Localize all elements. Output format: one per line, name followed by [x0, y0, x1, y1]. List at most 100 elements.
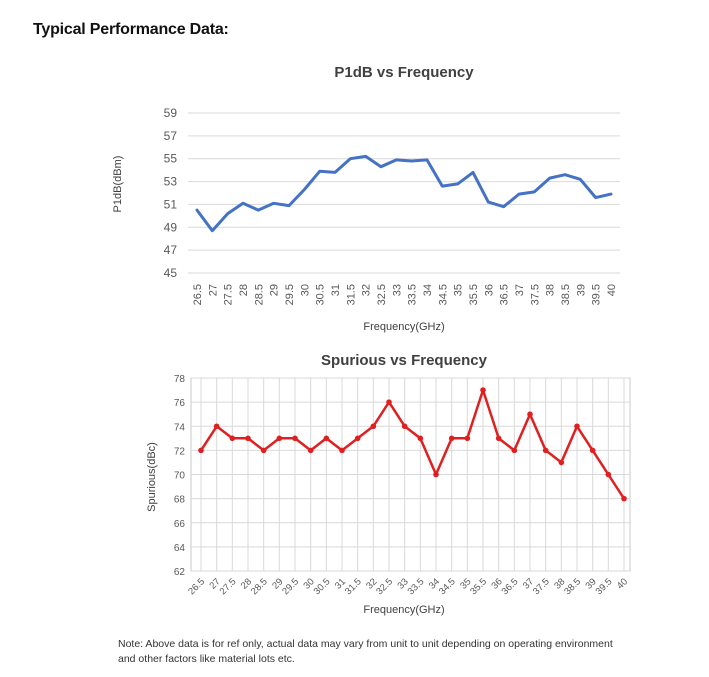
y-tick-label: 76 [174, 398, 186, 409]
x-tick-label: 39.5 [594, 576, 615, 597]
y-tick-label: 45 [164, 266, 178, 280]
data-point [307, 447, 314, 454]
x-tick-label: 31.5 [345, 284, 357, 305]
chart-title: Spurious vs Frequency [321, 352, 488, 369]
x-tick-label: 40 [615, 576, 630, 591]
note-line-2: and other factors like material lots etc… [118, 653, 295, 665]
y-tick-label: 55 [164, 152, 178, 166]
x-tick-label: 26.5 [192, 284, 204, 305]
x-tick-label: 34 [422, 284, 434, 296]
x-tick-label: 28.5 [249, 576, 270, 597]
data-point [511, 447, 518, 454]
x-tick-label: 35 [453, 284, 465, 296]
x-axis-label: Frequency(GHz) [363, 604, 444, 616]
y-axis-label: Spurious(dBc) [146, 442, 158, 512]
x-tick-label: 30.5 [315, 284, 327, 305]
data-point [558, 459, 565, 466]
x-tick-label: 33.5 [407, 284, 419, 305]
y-tick-label: 74 [174, 422, 186, 433]
y-tick-label: 66 [174, 519, 186, 530]
data-point [213, 423, 220, 430]
data-point [276, 435, 283, 442]
data-point [605, 471, 612, 478]
x-tick-label: 27.5 [218, 576, 239, 597]
x-tick-label: 28 [238, 284, 250, 296]
data-point [417, 435, 424, 442]
x-tick-label: 33 [391, 284, 403, 296]
data-point [574, 423, 580, 430]
data-point [323, 435, 330, 442]
y-tick-label: 59 [164, 106, 178, 120]
y-tick-label: 62 [174, 567, 186, 578]
y-tick-label: 47 [164, 243, 178, 257]
x-tick-label: 36 [483, 284, 495, 296]
data-point [198, 447, 204, 454]
y-tick-label: 57 [164, 129, 178, 143]
section-heading: Typical Performance Data: [33, 21, 229, 38]
x-tick-label: 33.5 [406, 576, 427, 597]
x-tick-label: 29.5 [284, 284, 296, 305]
data-point [621, 495, 627, 502]
x-tick-label: 37 [514, 284, 526, 296]
data-point [448, 435, 455, 442]
x-tick-label: 38.5 [560, 284, 572, 305]
series-line [199, 388, 626, 500]
data-point [464, 435, 471, 442]
note-line-1: Note: Above data is for ref only, actual… [118, 638, 613, 650]
x-tick-label: 28.5 [253, 284, 265, 305]
x-tick-label: 34.5 [437, 284, 449, 305]
data-point [292, 435, 298, 442]
data-point [370, 423, 377, 430]
x-tick-label: 29.5 [280, 576, 301, 597]
x-axis-label: Frequency(GHz) [363, 321, 444, 333]
x-tick-label: 27 [207, 284, 219, 296]
chart-title: P1dB vs Frequency [334, 64, 474, 81]
x-tick-label: 35.5 [468, 576, 489, 597]
y-tick-label: 78 [174, 374, 186, 385]
x-tick-label: 29 [269, 284, 281, 296]
data-point [339, 447, 345, 454]
x-tick-label: 30 [299, 284, 311, 296]
x-tick-label: 30.5 [312, 576, 333, 597]
data-point [480, 387, 486, 393]
data-point [386, 399, 392, 405]
data-point [229, 435, 236, 442]
series-line [195, 154, 613, 233]
data-point [401, 423, 408, 430]
x-tick-label: 39.5 [591, 284, 603, 305]
x-tick-label: 27.5 [223, 284, 235, 305]
x-tick-label: 32 [361, 284, 373, 296]
y-tick-label: 64 [174, 543, 186, 554]
y-tick-label: 70 [174, 471, 186, 482]
x-tick-label: 31.5 [343, 576, 364, 597]
x-tick-label: 31 [330, 284, 342, 296]
data-point [542, 447, 549, 454]
y-tick-label: 49 [164, 220, 178, 234]
data-point [433, 471, 439, 478]
data-point [495, 435, 502, 442]
x-tick-label: 38.5 [562, 576, 583, 597]
x-tick-label: 40 [606, 284, 618, 296]
x-tick-label: 39 [575, 284, 587, 296]
x-tick-label: 32.5 [374, 576, 395, 597]
disclaimer-note: Note: Above data is for ref only, actual… [118, 637, 678, 667]
data-point [260, 447, 267, 454]
y-tick-label: 53 [164, 175, 178, 189]
x-tick-label: 26.5 [186, 576, 207, 597]
data-point [589, 447, 596, 454]
x-tick-label: 34.5 [437, 576, 458, 597]
x-tick-label: 37.5 [529, 284, 541, 305]
data-point [354, 435, 361, 442]
y-tick-label: 51 [164, 197, 178, 211]
x-tick-label: 37.5 [531, 576, 552, 597]
y-axis-label: P1dB(dBm) [112, 156, 124, 213]
x-tick-label: 35.5 [468, 284, 480, 305]
y-tick-label: 68 [174, 495, 186, 506]
data-point [527, 411, 533, 417]
data-point [245, 435, 251, 442]
x-tick-label: 36.5 [499, 284, 511, 305]
x-tick-label: 38 [545, 284, 557, 296]
x-tick-label: 36.5 [500, 576, 521, 597]
